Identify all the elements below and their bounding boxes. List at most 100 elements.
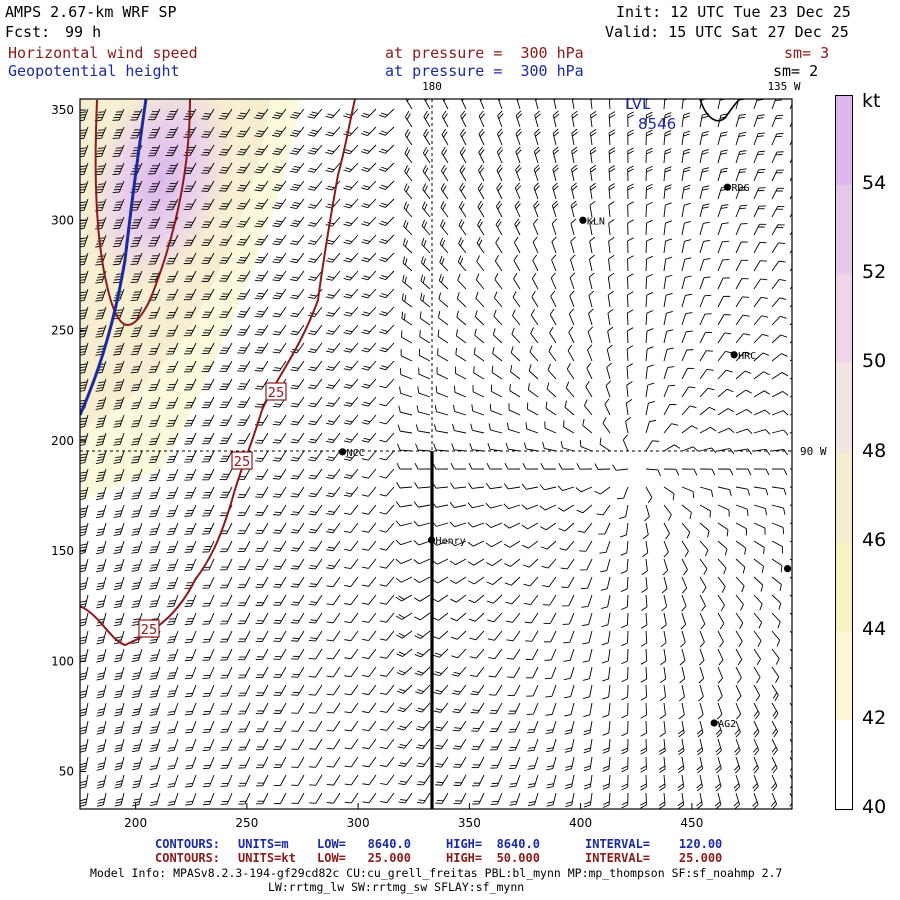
footer-c2-units: UNITS=kt <box>238 851 296 865</box>
wind-barb <box>789 576 792 591</box>
wind-barb <box>416 792 431 804</box>
wind-barb <box>660 630 667 648</box>
wind-barb <box>489 720 503 733</box>
wind-barb <box>344 720 359 732</box>
wind-barb <box>166 522 179 536</box>
wind-barb <box>183 162 197 174</box>
wind-barb <box>681 468 698 476</box>
wind-barb <box>254 270 269 282</box>
y-tick-label: 50 <box>59 765 74 779</box>
wind-barb <box>307 162 323 173</box>
wind-barb <box>471 756 485 769</box>
station-marker <box>730 351 738 359</box>
wind-barb <box>185 792 197 806</box>
wind-barb <box>510 364 521 380</box>
wind-barb <box>589 218 596 236</box>
wind-barb <box>753 278 768 290</box>
wind-barb <box>220 648 233 661</box>
wind-barb <box>452 738 467 750</box>
wind-barb <box>149 738 161 752</box>
wind-barb <box>663 99 672 110</box>
wind-barb <box>450 630 467 640</box>
model-title: AMPS 2.67-km WRF SP <box>5 3 177 21</box>
wind-barb <box>432 648 449 658</box>
wind-barb <box>343 216 359 227</box>
wind-barb <box>699 426 717 434</box>
wind-barb <box>681 425 698 434</box>
wind-barb <box>361 270 377 281</box>
wind-barb <box>113 630 125 645</box>
wind-barb <box>255 432 269 444</box>
wind-barb <box>112 216 125 230</box>
wind-barb <box>148 396 161 410</box>
wind-barb <box>273 738 287 751</box>
wind-barb <box>735 630 743 648</box>
wind-barb <box>149 540 161 554</box>
wind-barb <box>399 386 413 398</box>
colorbar-label: 40 <box>862 796 887 818</box>
wind-barb <box>487 630 503 641</box>
colorbar-label: 44 <box>862 617 887 640</box>
wind-barb <box>166 378 179 391</box>
wind-barb <box>562 612 575 625</box>
wind-barb <box>529 345 539 362</box>
wind-barb <box>202 630 215 643</box>
wind-barb <box>395 501 413 508</box>
wind-barb <box>290 432 305 444</box>
wind-barb <box>219 486 233 499</box>
wind-barb <box>378 108 395 118</box>
wind-barb <box>148 216 161 229</box>
wind-barb <box>493 309 503 326</box>
wind-barb <box>753 333 769 344</box>
wind-barb <box>184 540 197 553</box>
wind-barb <box>395 558 413 564</box>
wind-barb <box>95 504 107 519</box>
wind-barb <box>699 468 716 476</box>
wind-barb <box>273 558 287 570</box>
wind-barb <box>558 522 575 532</box>
wind-barb <box>621 756 629 773</box>
lon-label-135w: 135 W <box>767 80 800 93</box>
wind-barb <box>255 648 269 661</box>
wind-barb <box>130 396 143 410</box>
wind-barb <box>325 288 341 299</box>
colorbar-segment <box>836 185 852 275</box>
wind-barb <box>699 149 710 164</box>
wind-barb <box>325 270 341 281</box>
wind-barb <box>514 182 522 200</box>
wind-barb <box>255 684 269 697</box>
wind-barb <box>551 200 559 218</box>
wind-barb <box>379 486 395 497</box>
wind-barb <box>236 252 251 264</box>
wind-barb <box>415 443 431 452</box>
wind-barb <box>663 403 677 416</box>
lon-label-90w: 90 W <box>800 445 827 458</box>
wind-barb <box>238 774 251 787</box>
wind-barb <box>80 612 89 627</box>
wind-barb <box>414 648 431 658</box>
wind-barb <box>326 612 341 624</box>
wind-barb <box>588 254 595 272</box>
wind-barb <box>380 774 395 786</box>
wind-barb <box>753 429 771 435</box>
footer-model-info: Model Info: MPASv8.2.3-194-gf29cd82c CU:… <box>90 866 783 880</box>
wind-barb <box>420 256 431 272</box>
wind-barb <box>662 558 669 576</box>
wind-barb <box>771 99 783 110</box>
field2-name: Geopotential height <box>8 62 180 80</box>
wind-barb <box>571 110 579 128</box>
wind-barb <box>202 648 215 661</box>
wind-barb <box>599 540 611 554</box>
wind-barb <box>663 486 675 501</box>
colorbar-label: 50 <box>862 350 887 373</box>
wind-barb <box>608 147 616 164</box>
wind-barb <box>362 648 377 660</box>
wind-barb <box>645 419 657 434</box>
wind-barb <box>771 702 779 720</box>
wind-barb <box>621 648 629 665</box>
wind-barb <box>645 401 655 416</box>
wind-barb <box>403 219 413 236</box>
wind-barb <box>361 486 377 497</box>
wind-barb <box>148 504 161 518</box>
wind-barb <box>362 720 377 732</box>
